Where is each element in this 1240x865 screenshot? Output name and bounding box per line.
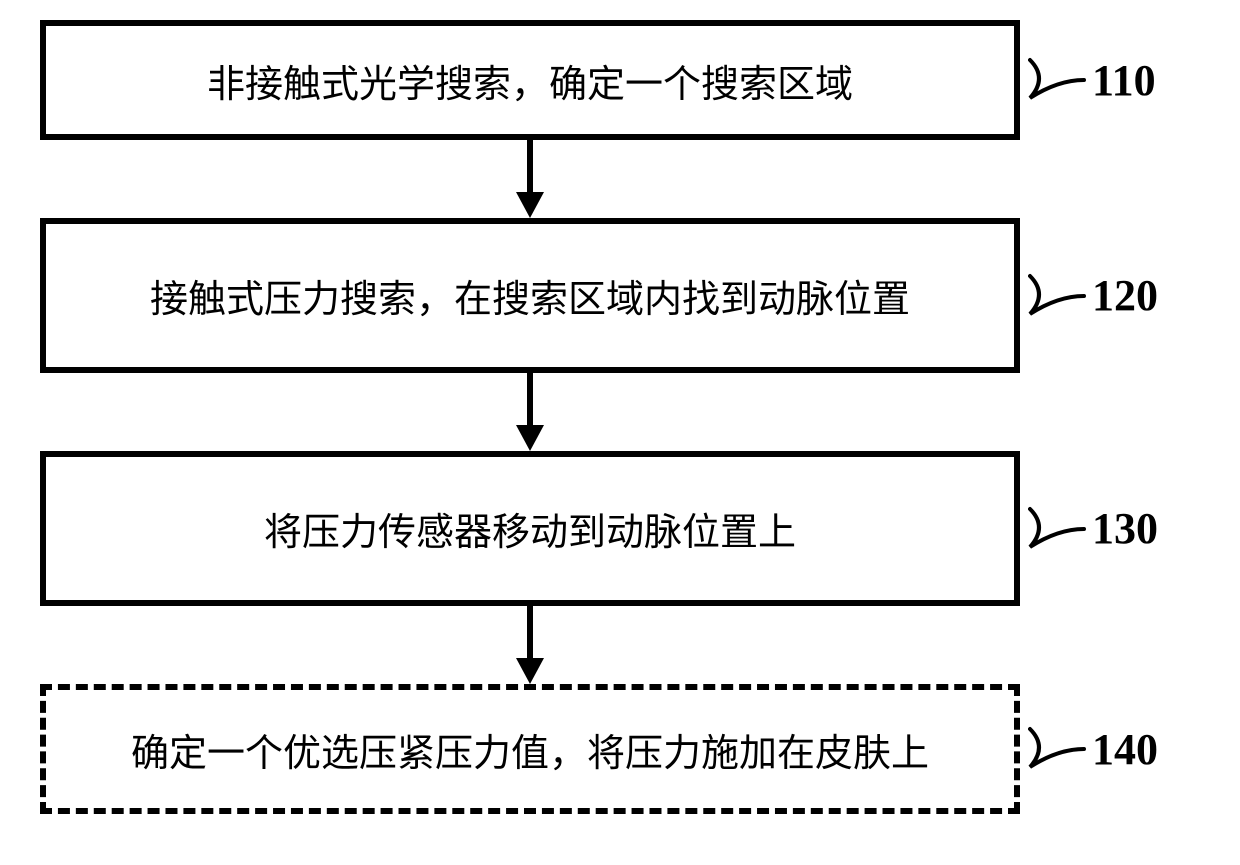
arrow-down-icon [510, 140, 550, 218]
flowchart-container: 非接触式光学搜索，确定一个搜索区域 110 接触式压力搜索，在搜索区域内找到动脉… [40, 20, 1200, 814]
label-area: 130 [1028, 499, 1158, 559]
label-connector-curve [1028, 719, 1086, 779]
arrow-gap [40, 373, 1020, 451]
arrow-down-icon [510, 606, 550, 684]
step-text: 非接触式光学搜索，确定一个搜索区域 [207, 53, 853, 108]
label-connector-curve [1028, 50, 1086, 110]
step-row: 接触式压力搜索，在搜索区域内找到动脉位置 120 [40, 218, 1200, 373]
step-label: 140 [1092, 724, 1158, 775]
step-text: 将压力传感器移动到动脉位置上 [264, 501, 796, 556]
step-text: 接触式压力搜索，在搜索区域内找到动脉位置 [150, 268, 910, 323]
step-label: 120 [1092, 270, 1158, 321]
label-area: 140 [1028, 719, 1158, 779]
step-row: 将压力传感器移动到动脉位置上 130 [40, 451, 1200, 606]
step-label: 110 [1092, 55, 1156, 106]
arrow-gap [40, 140, 1020, 218]
arrow-down-icon [510, 373, 550, 451]
step-box-110: 非接触式光学搜索，确定一个搜索区域 [40, 20, 1020, 140]
step-row: 确定一个优选压紧压力值，将压力施加在皮肤上 140 [40, 684, 1200, 814]
step-box-120: 接触式压力搜索，在搜索区域内找到动脉位置 [40, 218, 1020, 373]
label-connector-curve [1028, 499, 1086, 559]
step-box-130: 将压力传感器移动到动脉位置上 [40, 451, 1020, 606]
label-area: 120 [1028, 266, 1158, 326]
label-area: 110 [1028, 50, 1156, 110]
step-box-140: 确定一个优选压紧压力值，将压力施加在皮肤上 [40, 684, 1020, 814]
arrow-gap [40, 606, 1020, 684]
step-row: 非接触式光学搜索，确定一个搜索区域 110 [40, 20, 1200, 140]
label-connector-curve [1028, 266, 1086, 326]
step-label: 130 [1092, 503, 1158, 554]
step-text: 确定一个优选压紧压力值，将压力施加在皮肤上 [131, 722, 929, 777]
